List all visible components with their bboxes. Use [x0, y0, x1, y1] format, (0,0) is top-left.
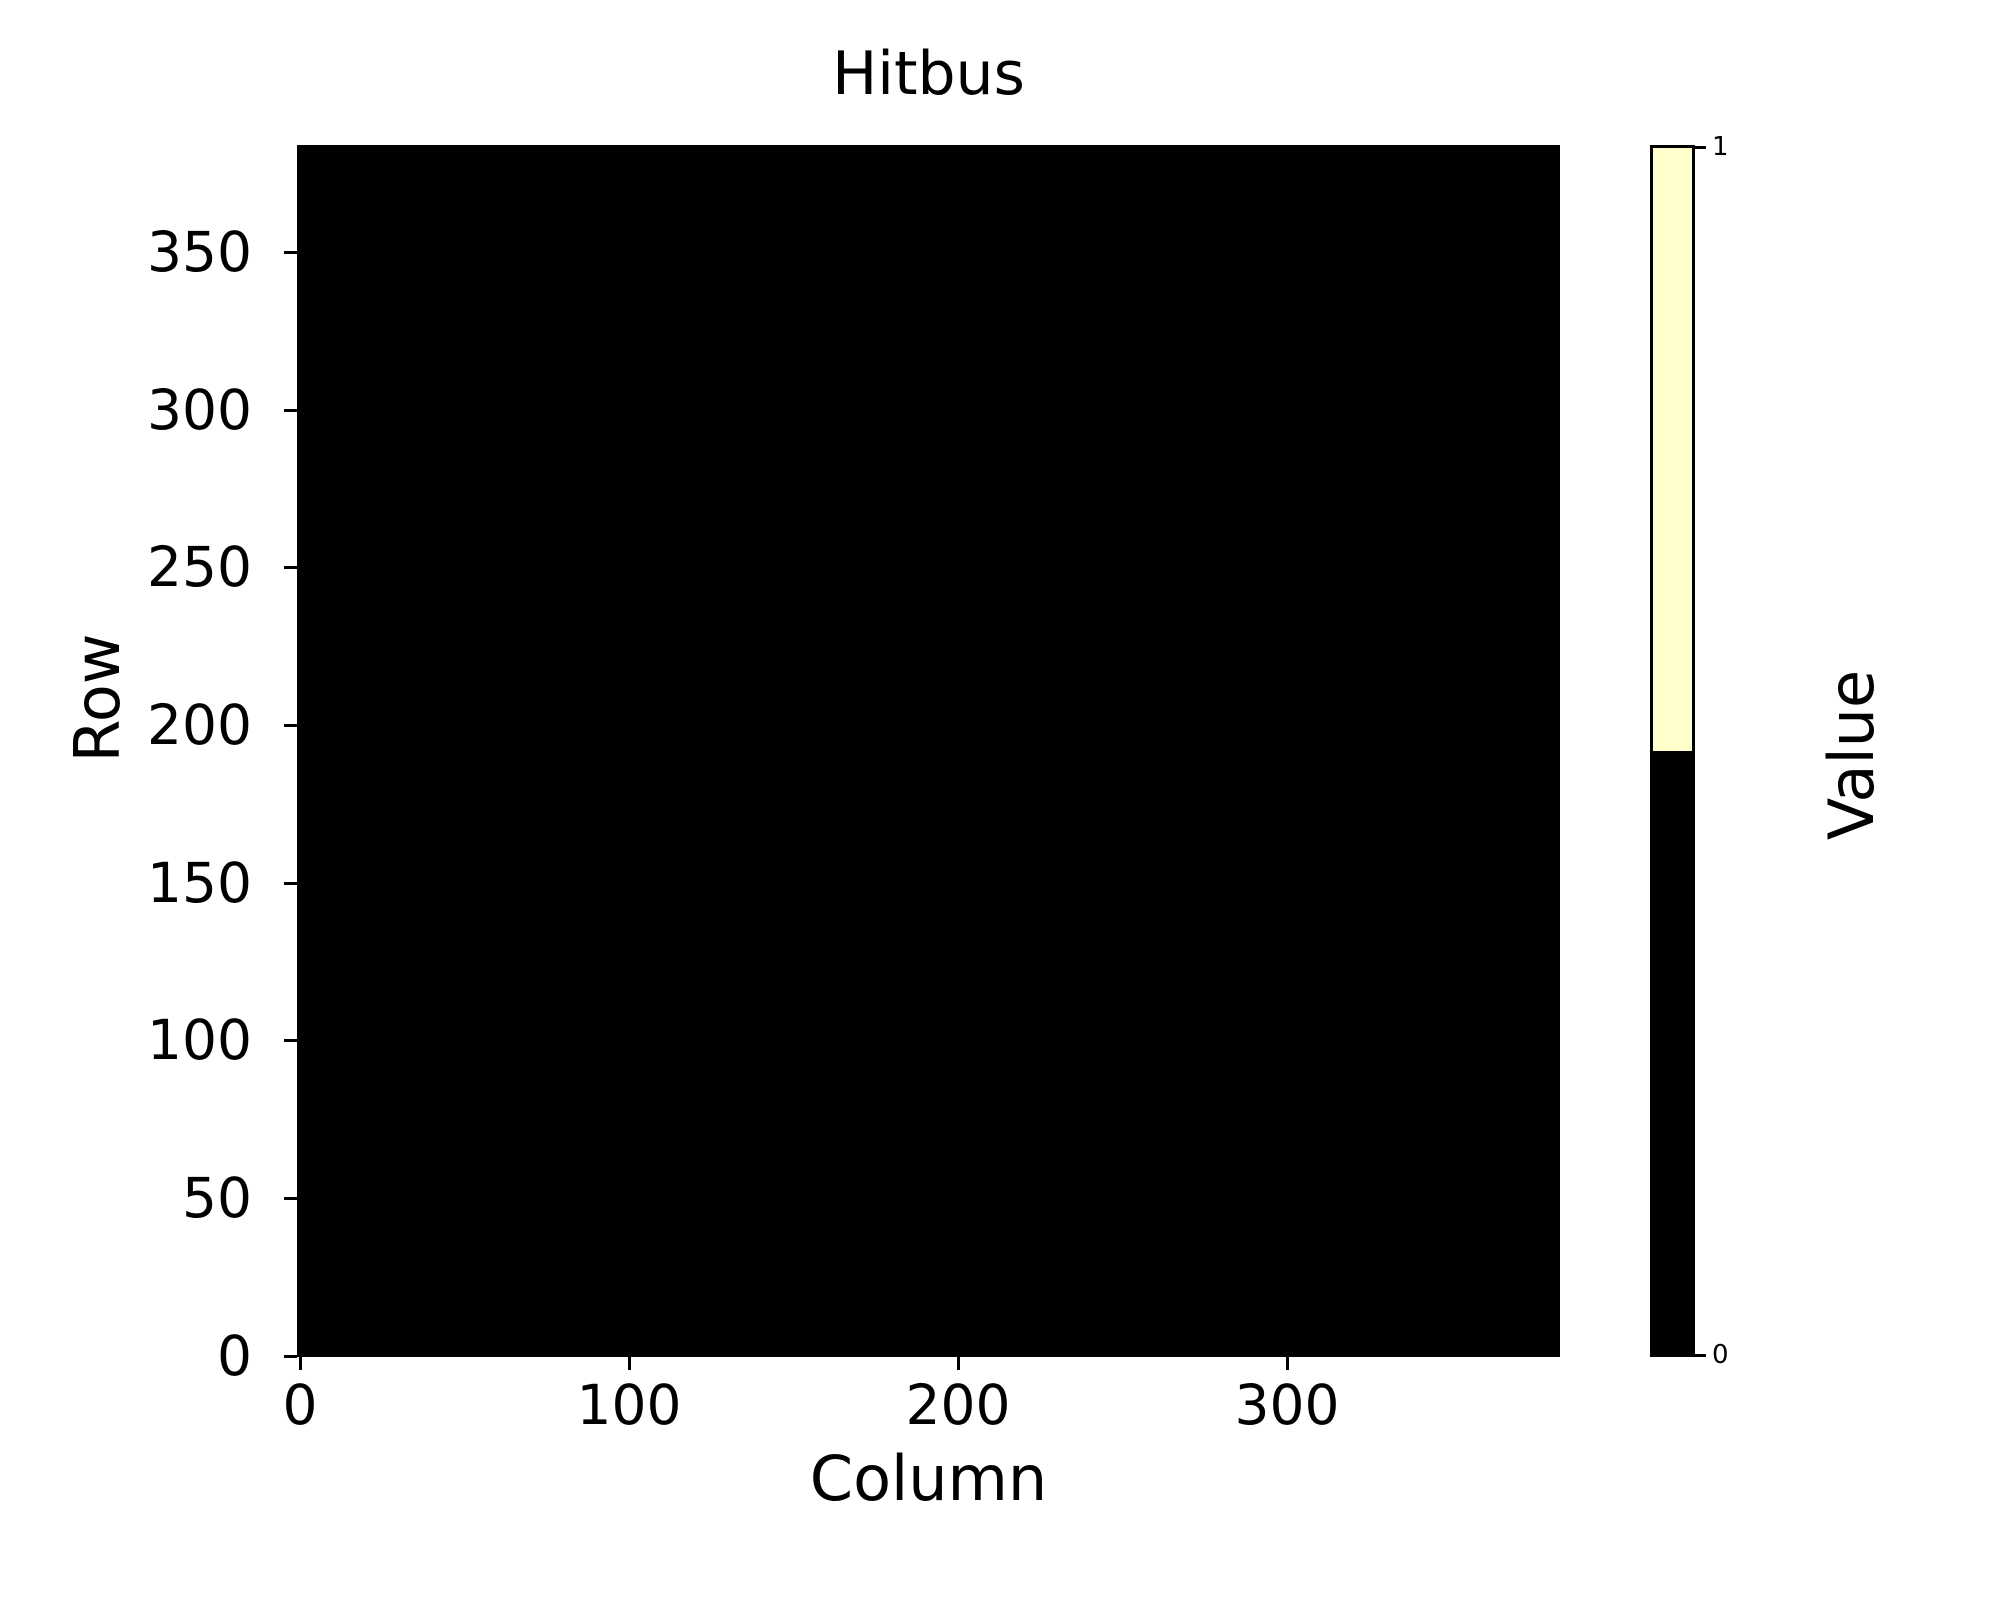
y-tick-label: 0 — [217, 1324, 252, 1388]
x-axis-label: Column — [809, 1442, 1048, 1515]
y-axis-label: Row — [61, 633, 134, 763]
y-tick-mark — [284, 566, 297, 569]
y-tick-mark — [284, 409, 297, 412]
x-tick-mark — [1286, 1357, 1289, 1370]
colorbar-tick-mark — [1695, 146, 1706, 149]
y-tick-mark — [284, 1039, 297, 1042]
y-tick-mark — [284, 1355, 297, 1358]
colorbar-tick-mark — [1695, 1354, 1706, 1357]
colorbar-label: Value — [1815, 669, 1888, 841]
x-tick-label: 100 — [576, 1373, 682, 1437]
y-tick-label: 250 — [147, 535, 252, 599]
y-tick-label: 350 — [147, 220, 252, 284]
colorbar-segment-low — [1653, 751, 1692, 1354]
heatmap-axes — [297, 145, 1560, 1357]
x-tick-mark — [628, 1357, 631, 1370]
y-tick-label: 150 — [147, 851, 252, 915]
y-tick-mark — [284, 882, 297, 885]
x-tick-mark — [299, 1357, 302, 1370]
y-tick-mark — [284, 1197, 297, 1200]
y-tick-label: 100 — [147, 1008, 252, 1072]
x-tick-label: 300 — [1234, 1373, 1340, 1437]
y-tick-mark — [284, 251, 297, 254]
y-tick-label: 200 — [147, 693, 252, 757]
colorbar-segment-high — [1653, 148, 1692, 751]
y-tick-label: 300 — [147, 378, 252, 442]
colorbar — [1650, 145, 1695, 1357]
page-title: Hitbus — [832, 39, 1025, 109]
heatmap-image — [299, 147, 1558, 1355]
y-tick-label: 50 — [182, 1166, 252, 1230]
x-tick-label: 200 — [905, 1373, 1011, 1437]
x-tick-label: 0 — [282, 1373, 318, 1437]
y-tick-mark — [284, 724, 297, 727]
colorbar-tick-label: 1 — [1712, 132, 1729, 162]
colorbar-tick-label: 0 — [1712, 1340, 1729, 1370]
x-tick-mark — [957, 1357, 960, 1370]
